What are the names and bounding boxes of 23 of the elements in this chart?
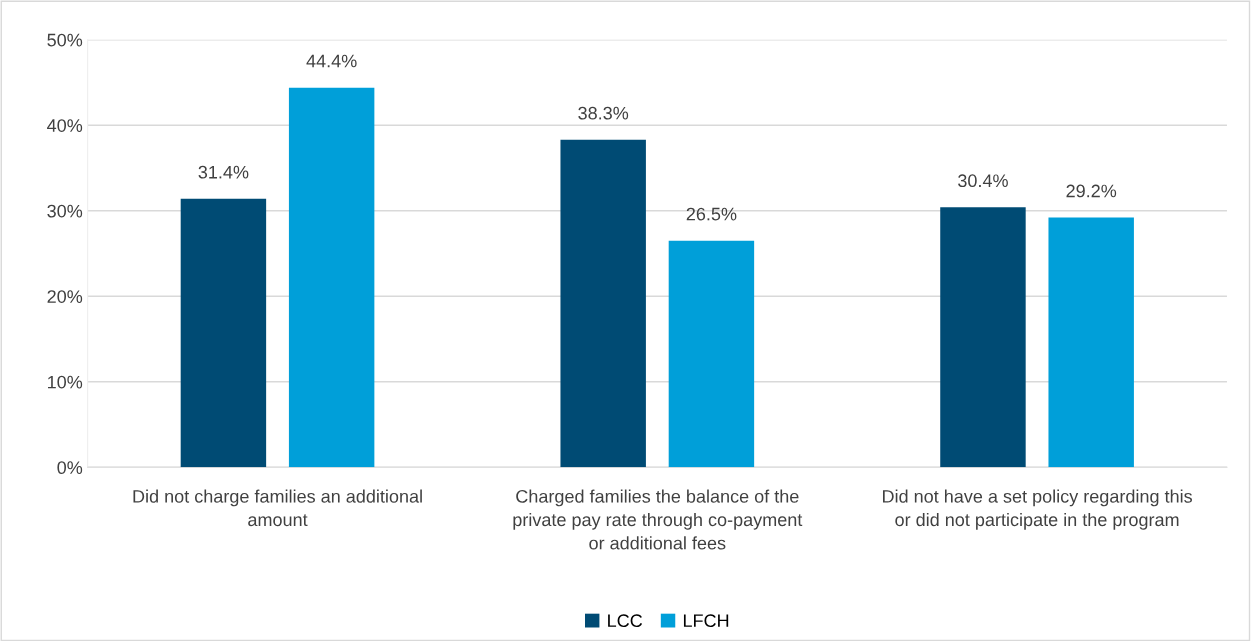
data-label: 38.3% xyxy=(578,106,629,120)
data-label: 29.2% xyxy=(1066,184,1117,198)
bar xyxy=(560,139,646,468)
legend-label: LFCH xyxy=(683,614,729,628)
data-label: 44.4% xyxy=(306,54,357,68)
x-tick-label: Did not have a set policy regarding this or did not participate in the program xyxy=(883,489,1192,530)
y-tick-label: 50% xyxy=(47,33,83,47)
data-label: 26.5% xyxy=(686,207,737,221)
bar xyxy=(180,198,267,468)
data-label: 31.4% xyxy=(198,165,249,179)
bar xyxy=(668,240,755,468)
bar xyxy=(940,207,1026,468)
y-tick-label: 20% xyxy=(47,290,83,303)
y-tick-label: 30% xyxy=(47,204,83,218)
y-tick-label: 10% xyxy=(48,375,83,389)
y-tick-label: 40% xyxy=(47,119,83,132)
legend-label: LCC xyxy=(608,614,643,628)
x-tick-label: Did not charge families an additional amount xyxy=(133,489,422,527)
data-label: 30.4% xyxy=(958,174,1008,188)
y-tick-label: 0% xyxy=(57,461,83,475)
bar xyxy=(288,87,375,468)
x-tick-label: Charged families the balance of the private pay rate through co-payment or additional fees xyxy=(513,489,803,550)
bar xyxy=(1048,217,1134,468)
